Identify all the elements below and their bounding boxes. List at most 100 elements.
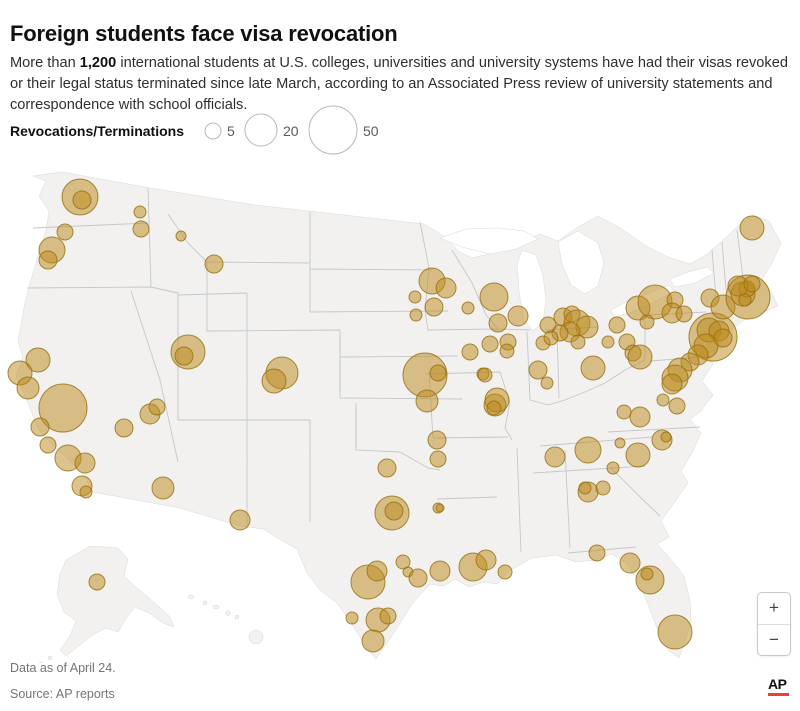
map-bubble[interactable] bbox=[574, 436, 602, 464]
map-bubble[interactable] bbox=[132, 220, 150, 238]
map-bubble[interactable] bbox=[261, 368, 287, 394]
hawaii-island bbox=[248, 629, 264, 645]
map-bubble[interactable] bbox=[570, 334, 586, 350]
map-bubble[interactable] bbox=[614, 437, 626, 449]
map-bubble[interactable] bbox=[619, 552, 641, 574]
map-bubble[interactable] bbox=[497, 564, 513, 580]
map-bubble[interactable] bbox=[639, 314, 655, 330]
map-bubble[interactable] bbox=[461, 301, 475, 315]
map-bubble[interactable] bbox=[660, 431, 672, 443]
map-bubble[interactable] bbox=[424, 297, 444, 317]
map-bubble[interactable] bbox=[175, 230, 187, 242]
map-bubble[interactable] bbox=[384, 501, 404, 521]
page-title: Foreign students face visa revocation bbox=[10, 20, 398, 46]
map-bubble[interactable] bbox=[629, 406, 651, 428]
map-bubble[interactable] bbox=[640, 567, 654, 581]
us-bubble-map[interactable] bbox=[0, 158, 800, 671]
map-bubble[interactable] bbox=[379, 607, 397, 625]
map-bubble[interactable] bbox=[595, 480, 611, 496]
map-bubble[interactable] bbox=[528, 360, 548, 380]
map-bubble[interactable] bbox=[608, 316, 626, 334]
hawaii-island bbox=[225, 610, 231, 616]
map-bubble[interactable] bbox=[616, 404, 632, 420]
map-bubble[interactable] bbox=[627, 344, 653, 370]
map-bubble[interactable] bbox=[30, 417, 50, 437]
map-svg[interactable] bbox=[0, 158, 800, 671]
map-bubble[interactable] bbox=[656, 393, 670, 407]
map-bubble[interactable] bbox=[395, 554, 411, 570]
map-bubble[interactable] bbox=[74, 452, 96, 474]
map-bubble[interactable] bbox=[361, 629, 385, 653]
map-bubble[interactable] bbox=[661, 373, 683, 395]
map-bubble[interactable] bbox=[625, 442, 651, 468]
map-bubble[interactable] bbox=[133, 205, 147, 219]
map-bubble[interactable] bbox=[435, 277, 457, 299]
map-bubble[interactable] bbox=[475, 549, 497, 571]
map-bubble[interactable] bbox=[486, 400, 502, 416]
map-bubble[interactable] bbox=[72, 190, 92, 210]
map-bubble[interactable] bbox=[738, 293, 752, 307]
alaska-inset bbox=[30, 545, 175, 671]
map-bubble[interactable] bbox=[539, 316, 557, 334]
map-bubble[interactable] bbox=[151, 476, 175, 500]
ap-logo-underline bbox=[768, 693, 789, 696]
map-bubble[interactable] bbox=[499, 343, 515, 359]
data-as-of-note: Data as of April 24. bbox=[10, 661, 116, 675]
map-bubble[interactable] bbox=[38, 250, 58, 270]
map-bubble[interactable] bbox=[88, 573, 106, 591]
map-bubble[interactable] bbox=[39, 436, 57, 454]
map-bubble[interactable] bbox=[345, 611, 359, 625]
map-bubble[interactable] bbox=[114, 418, 134, 438]
bubble-layer bbox=[7, 178, 771, 653]
map-bubble[interactable] bbox=[429, 364, 447, 382]
map-bubble[interactable] bbox=[488, 313, 508, 333]
map-bubble[interactable] bbox=[713, 328, 733, 348]
intro-prefix: More than bbox=[10, 54, 80, 71]
legend-value-medium: 20 bbox=[283, 123, 299, 139]
map-bubble[interactable] bbox=[16, 376, 40, 400]
map-bubble[interactable] bbox=[668, 397, 686, 415]
map-bubble[interactable] bbox=[429, 450, 447, 468]
map-bubble[interactable] bbox=[25, 347, 51, 373]
map-bubble[interactable] bbox=[507, 305, 529, 327]
map-bubble[interactable] bbox=[588, 544, 606, 562]
map-bubble[interactable] bbox=[479, 282, 509, 312]
map-bubble[interactable] bbox=[481, 335, 499, 353]
hawaii-island bbox=[187, 594, 195, 600]
map-bubble[interactable] bbox=[174, 346, 194, 366]
zoom-in-button[interactable]: + bbox=[758, 593, 790, 624]
zoom-out-button[interactable]: − bbox=[758, 623, 790, 655]
map-bubble[interactable] bbox=[739, 215, 765, 241]
map-bubble[interactable] bbox=[606, 461, 620, 475]
map-bubble[interactable] bbox=[408, 568, 428, 588]
map-bubble[interactable] bbox=[79, 485, 93, 499]
map-bubble[interactable] bbox=[601, 335, 615, 349]
map-bubble[interactable] bbox=[415, 389, 439, 413]
map-bubble[interactable] bbox=[429, 560, 451, 582]
map-bubble[interactable] bbox=[543, 330, 559, 346]
lake-superior bbox=[439, 227, 539, 255]
map-bubble[interactable] bbox=[204, 254, 224, 274]
hawaii-inset bbox=[187, 594, 264, 645]
map-bubble[interactable] bbox=[743, 275, 761, 293]
map-bubble[interactable] bbox=[408, 290, 422, 304]
map-bubble[interactable] bbox=[578, 481, 592, 495]
intro-highlight-count: 1,200 bbox=[79, 54, 117, 71]
map-bubble[interactable] bbox=[540, 376, 554, 390]
map-bubble[interactable] bbox=[229, 509, 251, 531]
map-bubble[interactable] bbox=[580, 355, 606, 381]
map-bubble[interactable] bbox=[675, 305, 693, 323]
map-bubble[interactable] bbox=[461, 343, 479, 361]
map-bubble[interactable] bbox=[366, 560, 388, 582]
map-bubble[interactable] bbox=[435, 503, 445, 513]
great-lakes bbox=[439, 227, 715, 332]
map-bubble[interactable] bbox=[56, 223, 74, 241]
map-bubble[interactable] bbox=[38, 383, 88, 433]
map-bubble[interactable] bbox=[544, 446, 566, 468]
map-bubble[interactable] bbox=[427, 430, 447, 450]
map-bubble[interactable] bbox=[657, 614, 693, 650]
map-bubble[interactable] bbox=[477, 367, 493, 383]
map-bubble[interactable] bbox=[409, 308, 423, 322]
map-bubble[interactable] bbox=[377, 458, 397, 478]
map-bubble[interactable] bbox=[148, 398, 166, 416]
